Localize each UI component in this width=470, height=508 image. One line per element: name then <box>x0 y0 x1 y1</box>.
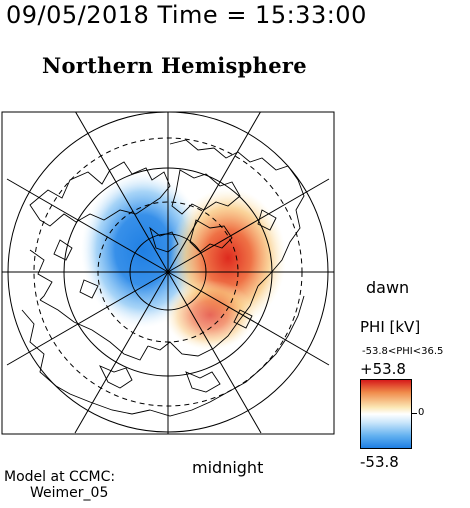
timestamp: 09/05/2018 Time = 15:33:00 <box>6 1 367 29</box>
colorbar <box>360 379 412 449</box>
colorbar-min-label: -53.8 <box>360 453 399 471</box>
colorbar-zero-tick <box>412 413 417 414</box>
colorbar-zero-label: 0 <box>418 407 425 418</box>
coastlines <box>21 139 305 417</box>
model-credit-line2: Weimer_05 <box>30 485 109 501</box>
model-credit: Model at CCMC: Weimer_05 <box>4 469 115 501</box>
model-credit-line1: Model at CCMC: <box>4 469 116 485</box>
midnight-label: midnight <box>192 458 264 477</box>
hemisphere-title: Northern Hemisphere <box>42 53 307 78</box>
negative-potential-cell <box>81 172 205 328</box>
dawn-label: dawn <box>366 278 410 297</box>
colorbar-max-label: +53.8 <box>360 360 406 378</box>
local-time-meridians <box>2 112 334 434</box>
legend-range: -53.8<PHI<36.5 <box>362 346 444 357</box>
positive-potential-tail <box>165 280 255 350</box>
polar-potential-map <box>1 111 335 435</box>
legend-title: PHI [kV] <box>360 318 421 336</box>
